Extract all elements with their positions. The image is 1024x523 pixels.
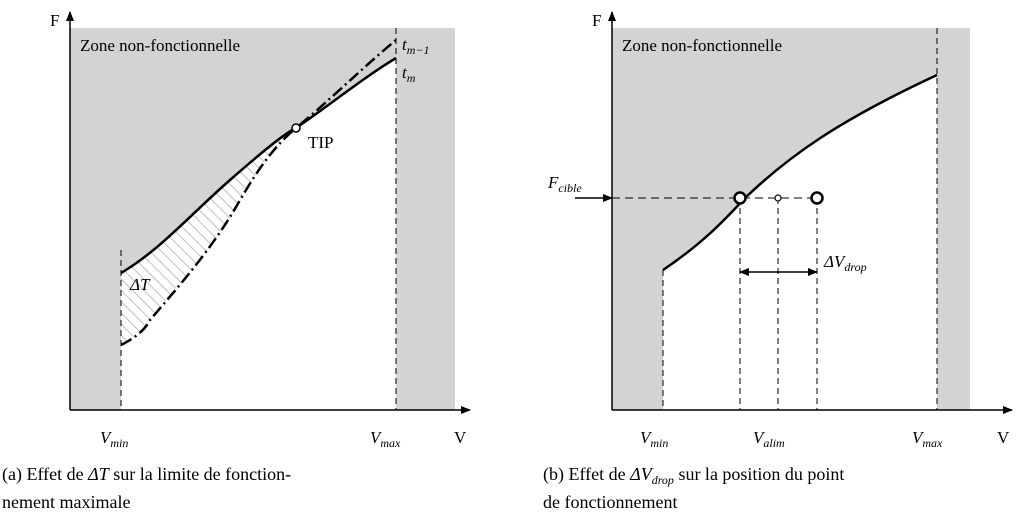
vmax-label: Vmax	[370, 428, 401, 450]
curve-prev-label: tm−1	[402, 35, 430, 57]
caption: (a) Effet de ΔT sur la limite de fonctio…	[2, 464, 291, 485]
caption: (b) Effet de ΔVdrop sur la position du p…	[543, 464, 844, 487]
vmax-label: Vmax	[912, 428, 943, 450]
operating-point	[810, 191, 824, 205]
x-axis-label: V	[454, 428, 467, 447]
vmin-label: Vmin	[640, 428, 668, 450]
curve	[120, 56, 397, 275]
functional-zone	[121, 58, 396, 410]
zone-label: Zone non-fonctionnelle	[622, 36, 782, 55]
drop-label: ΔVdrop	[823, 252, 867, 274]
tip-label: TIP	[308, 133, 334, 152]
vmin-label: Vmin	[100, 428, 128, 450]
zone-label: Zone non-fonctionnelle	[80, 36, 240, 55]
target-label: Fcible	[547, 173, 582, 195]
delta-area	[121, 128, 296, 345]
functional-zone	[663, 75, 937, 410]
operating-point	[733, 191, 747, 205]
caption: de fonctionnement	[543, 492, 677, 512]
curve-label: tm	[402, 63, 416, 85]
valim-label: Valim	[753, 428, 785, 450]
panel-b: F V Zone non-fonctionnelle Fcible ΔVdrop…	[543, 11, 1013, 512]
y-axis-label: F	[592, 11, 601, 30]
delta-label: ΔT	[129, 275, 151, 294]
panel-a: F V Zone non-fonctionnelle tm−1 tm TIP Δ…	[2, 11, 471, 512]
x-axis-label: V	[997, 428, 1010, 447]
caption: nement maximale	[2, 492, 130, 512]
tip-point	[291, 123, 301, 133]
curve-prev	[120, 39, 397, 347]
nominal-point	[774, 194, 782, 202]
curve	[662, 73, 938, 272]
y-axis-label: F	[50, 11, 59, 30]
